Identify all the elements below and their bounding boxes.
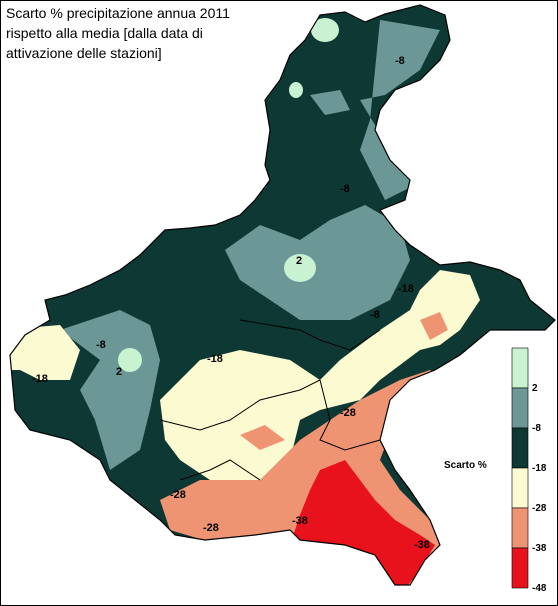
precip-zone xyxy=(240,425,285,450)
contour-label: -8 xyxy=(370,309,380,321)
contour-label: 2 xyxy=(116,366,122,378)
precip-zone xyxy=(290,460,435,585)
precip-zone xyxy=(118,348,142,372)
contour-labels: -8 -8 2 -18 -8 -8 2 -18 -18 -28 -28 -28 -38 -38 xyxy=(32,55,430,551)
legend-title: Scarto % xyxy=(444,460,487,471)
title-line: Scarto % precipitazione annua 2011 xyxy=(6,5,230,21)
contour-label: -8 xyxy=(395,55,405,67)
legend-label: 2 xyxy=(532,383,538,394)
contour-label: -28 xyxy=(170,489,186,501)
contour-label: -8 xyxy=(340,183,350,195)
province-border xyxy=(239,319,381,351)
legend-swatch xyxy=(511,547,529,589)
precip-zone xyxy=(311,18,339,42)
legend-swatch xyxy=(511,387,529,429)
contour-label: -18 xyxy=(32,373,48,385)
legend-swatch xyxy=(511,347,529,389)
contour-label: -28 xyxy=(340,407,356,419)
precip-zone xyxy=(360,20,440,200)
legend-swatch xyxy=(511,427,529,469)
contour-label: 2 xyxy=(296,255,302,267)
contour-label: -28 xyxy=(203,522,219,534)
precip-zone xyxy=(160,270,480,480)
legend-swatch xyxy=(511,467,529,509)
contour-label: -18 xyxy=(398,283,414,295)
province-border xyxy=(319,379,381,451)
legend-label: -8 xyxy=(532,423,541,434)
precip-zone xyxy=(225,205,410,320)
legend-label: -18 xyxy=(532,463,547,474)
province-border xyxy=(179,459,261,481)
province-border xyxy=(159,379,321,431)
contour-label: -18 xyxy=(207,353,223,365)
precip-zone xyxy=(420,312,448,340)
precip-zone xyxy=(284,254,316,282)
contour-label: -38 xyxy=(292,515,308,527)
legend-label: -38 xyxy=(532,543,547,554)
legend-swatch xyxy=(511,507,529,549)
title-line: attivazione delle stazioni] xyxy=(6,45,162,61)
contour-label: -8 xyxy=(96,339,106,351)
legend: 2 -8 -18 -28 -38 -48 xyxy=(511,347,547,594)
contour-label: -38 xyxy=(414,539,430,551)
title-line: rispetto alla media [dalla data di xyxy=(6,25,203,41)
precip-zone xyxy=(310,90,350,115)
legend-label: -28 xyxy=(532,503,547,514)
legend-label: -48 xyxy=(532,583,547,594)
precip-zone xyxy=(289,82,303,98)
